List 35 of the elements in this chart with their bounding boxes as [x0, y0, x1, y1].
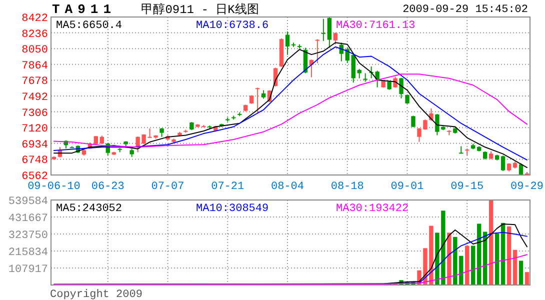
y-tick-label: 7678	[22, 76, 48, 88]
y-tick-label: 7120	[22, 124, 48, 136]
text: MA30:193422	[336, 203, 409, 215]
text: Copyright 2009	[50, 289, 142, 300]
y-tick-label: 8050	[22, 44, 48, 57]
y-tick-label: 539584	[8, 196, 48, 208]
x-tick-label: 06-23	[91, 181, 124, 193]
y-tick-label: 215834	[8, 247, 48, 259]
chart-subtitle: 甲醇0911 - 日K线图	[141, 2, 259, 17]
y-tick-label: 107917	[8, 264, 48, 276]
y-tick-label: 6562	[22, 171, 48, 183]
x-tick-label: 09-15	[450, 181, 484, 193]
x-tick-label: 07-21	[211, 181, 245, 193]
y-tick-label: 8422	[22, 13, 48, 25]
y-tick-label: 7864	[22, 60, 48, 72]
text: MA10:6738.6	[196, 20, 269, 32]
x-tick-label: 07-07	[151, 181, 184, 193]
y-tick-label: 6748	[22, 155, 48, 168]
x-tick-label: 09-01	[390, 181, 424, 193]
y-tick-label: 323750	[8, 230, 48, 242]
y-tick-label: 7492	[22, 92, 48, 104]
text: MA5:243052	[56, 203, 122, 215]
y-tick-label: 7306	[22, 108, 48, 120]
text: MA30:7161.13	[336, 20, 416, 32]
x-tick-label: 08-18	[330, 181, 364, 193]
x-tick-label: 08-04	[271, 181, 304, 193]
text: 2009-09-29 15:45:02	[402, 4, 528, 16]
y-tick-label: 8236	[22, 28, 48, 41]
chart-title: TA911	[52, 2, 116, 17]
x-tick-label: 09-06-10	[28, 181, 80, 193]
text: MA10:308549	[196, 203, 269, 215]
y-tick-label: 6934	[22, 139, 48, 152]
text: MA5:6650.4	[56, 20, 122, 32]
x-tick-label: 09-29	[510, 181, 544, 193]
y-tick-label: 431667	[8, 213, 48, 225]
